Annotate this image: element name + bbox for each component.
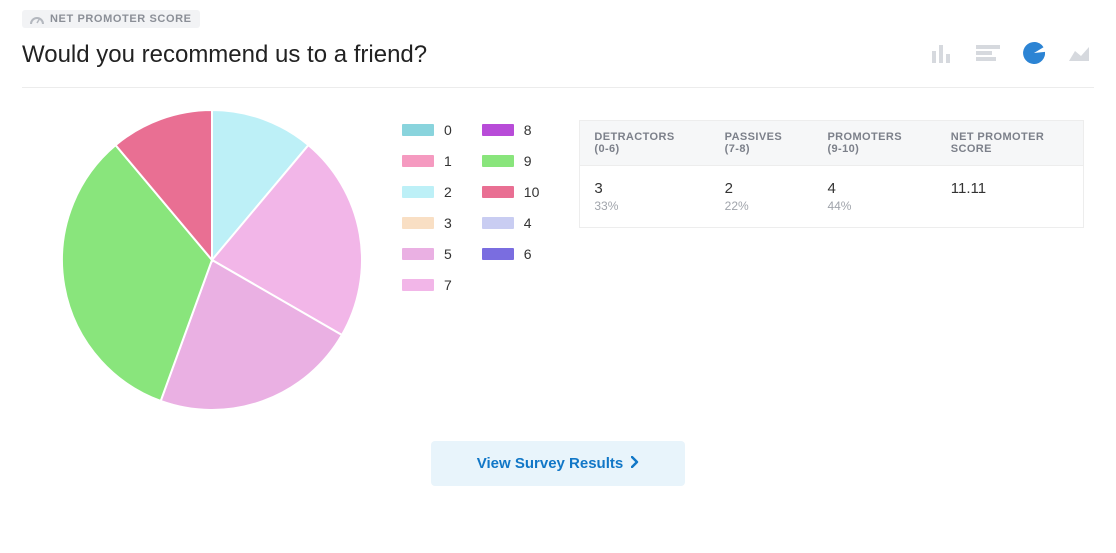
legend-label: 6 bbox=[524, 246, 532, 262]
nps-stats-table: DETRACTORS(0-6)PASSIVES(7-8)PROMOTERS(9-… bbox=[579, 120, 1084, 228]
stats-column-header: PASSIVES(7-8) bbox=[711, 121, 814, 166]
horizontal-bar-icon[interactable] bbox=[974, 41, 1002, 65]
stats-value-cell: 444% bbox=[813, 166, 936, 228]
legend-label: 7 bbox=[444, 277, 452, 293]
legend-item[interactable]: 0 bbox=[402, 122, 452, 138]
legend-swatch bbox=[402, 248, 434, 260]
header: NET PROMOTER SCORE Would you recommend u… bbox=[22, 10, 1094, 69]
legend-swatch bbox=[482, 155, 514, 167]
legend-item[interactable]: 8 bbox=[482, 122, 540, 138]
pie-chart-icon[interactable] bbox=[1020, 41, 1048, 65]
pie-svg bbox=[62, 110, 362, 410]
view-survey-results-button[interactable]: View Survey Results bbox=[431, 441, 685, 486]
header-divider bbox=[22, 87, 1094, 88]
legend-item[interactable]: 9 bbox=[482, 153, 540, 169]
legend-label: 1 bbox=[444, 153, 452, 169]
legend-item[interactable]: 1 bbox=[402, 153, 452, 169]
badge-label: NET PROMOTER SCORE bbox=[50, 13, 192, 25]
legend-swatch bbox=[482, 248, 514, 260]
question-title: Would you recommend us to a friend? bbox=[22, 41, 427, 69]
legend-item[interactable]: 2 bbox=[402, 184, 452, 200]
footer: View Survey Results bbox=[22, 441, 1094, 486]
legend-swatch bbox=[402, 155, 434, 167]
legend-item[interactable]: 10 bbox=[482, 184, 540, 200]
stats-value-cell: 11.11 bbox=[937, 166, 1084, 228]
legend-label: 9 bbox=[524, 153, 532, 169]
legend-item[interactable]: 5 bbox=[402, 246, 452, 262]
legend: 0 8 1 9 2 10 3 4 5 6 7 bbox=[402, 110, 539, 293]
pie-chart bbox=[32, 110, 362, 415]
stats-column-header: DETRACTORS(0-6) bbox=[580, 121, 711, 166]
legend-swatch bbox=[402, 279, 434, 291]
legend-swatch bbox=[482, 186, 514, 198]
legend-item[interactable]: 3 bbox=[402, 215, 452, 231]
stats-column-header: NET PROMOTERSCORE bbox=[937, 121, 1084, 166]
legend-label: 3 bbox=[444, 215, 452, 231]
stats-column-header: PROMOTERS(9-10) bbox=[813, 121, 936, 166]
legend-swatch bbox=[402, 124, 434, 136]
area-chart-icon[interactable] bbox=[1066, 41, 1094, 65]
legend-label: 4 bbox=[524, 215, 532, 231]
gauge-icon bbox=[30, 14, 44, 24]
legend-swatch bbox=[402, 217, 434, 229]
legend-label: 2 bbox=[444, 184, 452, 200]
view-survey-results-label: View Survey Results bbox=[477, 455, 623, 472]
content: 0 8 1 9 2 10 3 4 5 6 7 DETRACTORS(0-6)PASSIVES(7-8… bbox=[22, 110, 1094, 415]
legend-label: 8 bbox=[524, 122, 532, 138]
nps-stats: DETRACTORS(0-6)PASSIVES(7-8)PROMOTERS(9-… bbox=[579, 110, 1084, 228]
chevron-right-icon bbox=[631, 455, 639, 472]
bar-chart-icon[interactable] bbox=[928, 41, 956, 65]
header-left: NET PROMOTER SCORE Would you recommend u… bbox=[22, 10, 427, 69]
legend-label: 0 bbox=[444, 122, 452, 138]
legend-swatch bbox=[402, 186, 434, 198]
stats-value-cell: 222% bbox=[711, 166, 814, 228]
legend-item[interactable]: 4 bbox=[482, 215, 540, 231]
nps-badge: NET PROMOTER SCORE bbox=[22, 10, 200, 28]
chart-type-toolbar bbox=[928, 41, 1094, 65]
legend-label: 5 bbox=[444, 246, 452, 262]
legend-swatch bbox=[482, 217, 514, 229]
legend-item[interactable]: 7 bbox=[402, 277, 452, 293]
legend-swatch bbox=[482, 124, 514, 136]
legend-item[interactable]: 6 bbox=[482, 246, 540, 262]
legend-label: 10 bbox=[524, 184, 540, 200]
stats-value-cell: 333% bbox=[580, 166, 711, 228]
